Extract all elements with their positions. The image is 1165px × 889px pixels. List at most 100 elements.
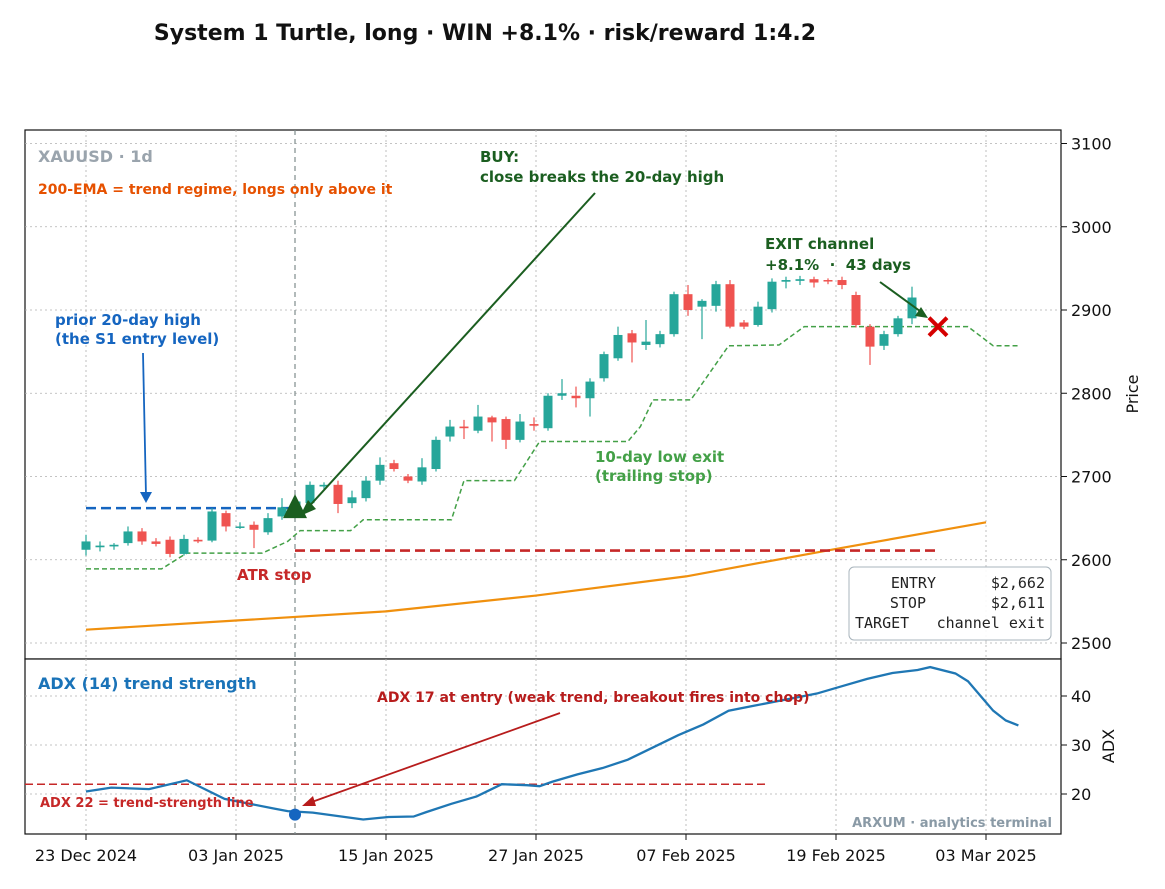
candle-up [375, 464, 385, 481]
candle-up [81, 541, 91, 550]
x-tick-label: 27 Jan 2025 [488, 846, 584, 865]
candle-up [697, 300, 707, 307]
channel-label-line1: 10-day low exit [595, 448, 724, 466]
candle-up [235, 526, 245, 528]
info-target-value: channel exit [937, 614, 1045, 632]
candle-up [753, 306, 763, 325]
axes: 23 Dec 2024 03 Jan 2025 15 Jan 2025 27 Jan … [35, 135, 1112, 866]
x-tick-label: 19 Feb 2025 [786, 846, 886, 865]
channel-low-line [86, 325, 1019, 570]
adx-threshold-label: ADX 22 = trend-strength line [40, 796, 254, 811]
adx-entry-arrow-head [302, 796, 316, 806]
prior-high-arrow [142, 352, 147, 497]
candle-down [389, 463, 399, 470]
candle-down [627, 333, 637, 343]
price-tick-label: 3000 [1071, 218, 1112, 237]
candle-up [781, 280, 791, 282]
candle-up [319, 484, 329, 487]
candle-up [305, 484, 315, 504]
chart-title: System 1 Turtle, long · WIN +8.1% · risk… [154, 21, 816, 46]
buy-marker [283, 494, 307, 519]
candle-up [543, 395, 553, 429]
info-stop-value: $2,611 [991, 594, 1045, 612]
candle-up [123, 531, 133, 544]
candle-down [333, 484, 343, 504]
price-tick-label: 2800 [1071, 384, 1112, 403]
price-tick-label: 3100 [1071, 135, 1112, 154]
candle-up [669, 294, 679, 335]
candle-up [641, 341, 651, 345]
candle-down [571, 395, 581, 399]
exit-label-line1: EXIT channel [765, 235, 874, 253]
prior-high-line1: prior 20-day high [55, 311, 201, 329]
symbol-label: XAUUSD · 1d [38, 147, 153, 166]
candle-up [613, 334, 623, 359]
adx-axis-label: ADX [1099, 729, 1118, 763]
candle-down [739, 322, 749, 327]
info-entry-value: $2,662 [991, 574, 1045, 592]
candle-up [417, 467, 427, 482]
candle-down [823, 280, 833, 282]
price-plot [81, 192, 1019, 631]
candle-down [851, 295, 861, 325]
info-box [848, 566, 1052, 641]
exit-arrow [879, 281, 925, 315]
candle-up [361, 480, 371, 499]
channel-label-line2: (trailing stop) [595, 467, 713, 485]
candle-down [725, 284, 735, 327]
candle-up [445, 426, 455, 437]
candle-up [473, 416, 483, 431]
adx-title: ADX (14) trend strength [38, 674, 257, 693]
candle-up [893, 318, 903, 335]
adx-plot [25, 665, 1019, 821]
candle-down [529, 424, 539, 426]
candle-down [865, 326, 875, 347]
atr-stop-label: ATR stop [237, 566, 312, 584]
ema-note: 200-EMA = trend regime, longs only above… [38, 182, 393, 198]
info-stop-label: STOP [890, 594, 926, 612]
candle-up [179, 538, 189, 554]
candle-up [907, 297, 917, 319]
info-target-label: TARGET [855, 614, 909, 632]
candle-up [711, 284, 721, 306]
candle-up [599, 354, 609, 379]
candle-down [165, 539, 175, 554]
adx-entry-arrow [308, 712, 561, 804]
candle-up [655, 334, 665, 345]
candle-up [277, 507, 287, 517]
exit-arrow-head [915, 307, 928, 318]
candle-up [515, 421, 525, 440]
candle-down [249, 524, 259, 530]
candle-down [193, 539, 203, 542]
adx-entry-note: ADX 17 at entry (weak trend, breakout fi… [377, 690, 809, 706]
prior-high-arrow-head [140, 492, 152, 503]
candle-down [403, 476, 413, 481]
candle-up [879, 334, 889, 346]
prior-high-line2: (the S1 entry level) [55, 330, 219, 348]
buy-arrow-head [300, 500, 316, 516]
price-tick-label: 2700 [1071, 468, 1112, 487]
candle-up [431, 439, 441, 470]
buy-arrow [303, 192, 596, 513]
buy-label-line1: BUY: [480, 148, 519, 166]
x-tick-label: 03 Jan 2025 [188, 846, 284, 865]
price-tick-label: 2600 [1071, 551, 1112, 570]
candle-up [263, 518, 273, 533]
candle-down [837, 280, 847, 286]
candle-up [557, 393, 567, 396]
buy-label-line2: close breaks the 20-day high [480, 168, 724, 186]
candle-up [207, 511, 217, 541]
adx-entry-dot [289, 808, 301, 821]
candle-up [95, 545, 105, 548]
candle-down [221, 513, 231, 527]
adx-tick-label: 40 [1071, 687, 1091, 706]
exit-marker [927, 316, 949, 338]
price-tick-label: 2900 [1071, 301, 1112, 320]
x-tick-label: 15 Jan 2025 [338, 846, 434, 865]
watermark: ARXUM · analytics terminal [852, 816, 1052, 831]
x-tick-label: 03 Mar 2025 [935, 846, 1036, 865]
candle-up [347, 497, 357, 504]
adx-tick-label: 20 [1071, 785, 1091, 804]
info-entry-label: ENTRY [891, 574, 936, 592]
